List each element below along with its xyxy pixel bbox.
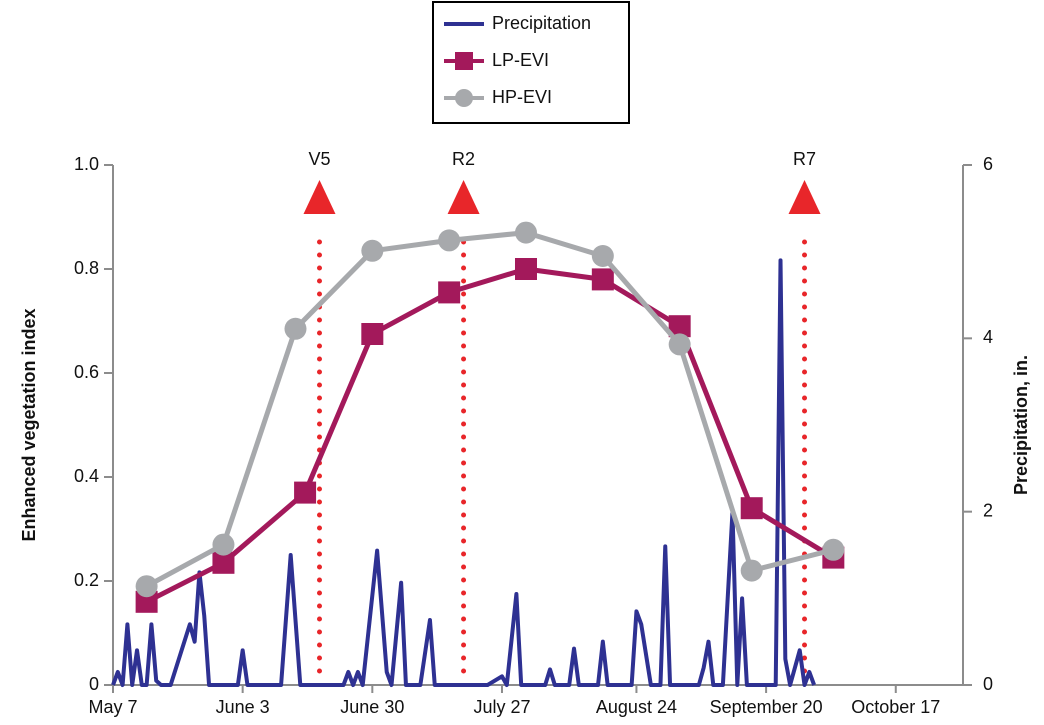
legend-label: HP-EVI (492, 87, 552, 107)
y2-tick-label: 4 (983, 327, 993, 347)
x-tick-label: August 24 (596, 697, 677, 717)
y2-tick-label: 6 (983, 154, 993, 174)
marker (822, 538, 845, 561)
marker (591, 268, 614, 291)
marker (135, 575, 158, 598)
marker (740, 559, 763, 582)
legend: Precipitation LP-EVI HP-EVI (444, 13, 591, 107)
x-tick-label: September 20 (710, 697, 823, 717)
marker (438, 281, 461, 304)
legend-label: Precipitation (492, 13, 591, 33)
series-line (145, 266, 835, 605)
y2-axis-title: Precipitation, in. (1011, 355, 1031, 495)
marker (361, 323, 384, 345)
annotation-arrowhead (447, 180, 480, 214)
marker (668, 315, 691, 338)
marker (212, 533, 235, 556)
x-tick-label: May 7 (88, 697, 137, 717)
x-tick-label: July 27 (473, 697, 530, 717)
annotation-arrowhead (788, 180, 821, 214)
marker (212, 551, 235, 574)
annotation-arrowhead (303, 180, 336, 214)
series-line (111, 258, 817, 687)
x-tick-label: June 3 (216, 697, 270, 717)
annotation-label: V5 (308, 149, 330, 169)
marker (740, 497, 763, 520)
marker (591, 245, 614, 267)
legend-marker (455, 89, 473, 107)
y2-tick-label: 2 (983, 500, 993, 520)
y2-tick-label: 0 (983, 674, 993, 694)
marker (514, 221, 537, 244)
y-tick-label: 0.6 (74, 362, 99, 382)
marker (514, 258, 537, 280)
marker (294, 481, 317, 504)
series-line (145, 230, 834, 589)
y-axis-title: Enhanced vegetation index (19, 308, 39, 541)
y-tick-label: 1.0 (74, 154, 99, 174)
y-tick-label: 0.4 (74, 466, 99, 486)
x-tick-label: June 30 (340, 697, 404, 717)
marker (438, 229, 461, 252)
marker (361, 239, 384, 262)
legend-marker (455, 52, 473, 70)
x-tick-label: October 17 (851, 697, 940, 717)
y-tick-label: 0.8 (74, 258, 99, 278)
annotation-label: R2 (452, 149, 475, 169)
y-tick-label: 0 (89, 674, 99, 694)
marker (668, 333, 691, 356)
legend-label: LP-EVI (492, 50, 549, 70)
annotation-label: R7 (793, 149, 816, 169)
marker (284, 317, 307, 340)
marker (135, 590, 158, 613)
y-tick-label: 0.2 (74, 570, 99, 590)
